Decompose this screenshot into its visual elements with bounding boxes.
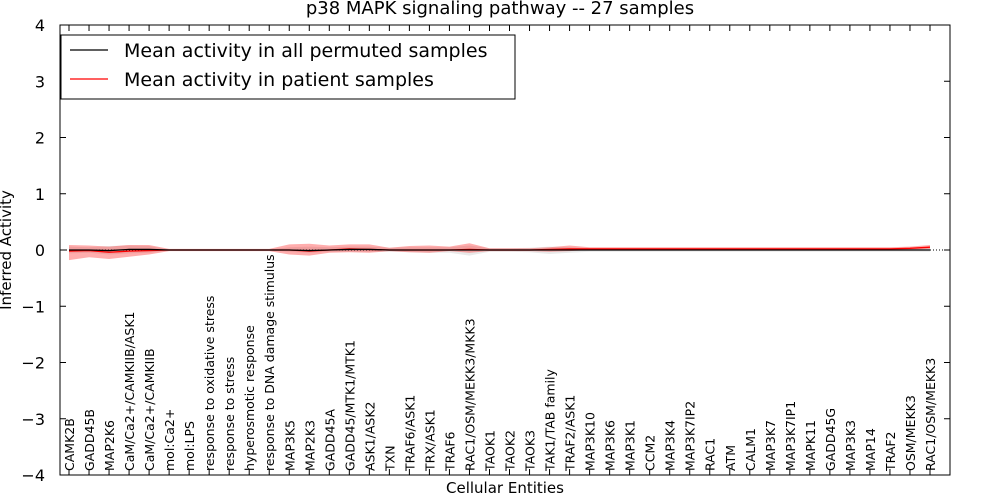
x-tick-label: MAP3K7IP1 bbox=[783, 401, 798, 471]
y-axis-ticks: −4 −3 −2 −1 0 1 2 3 4 bbox=[21, 16, 950, 485]
x-tick-label: GADD45B bbox=[82, 409, 97, 471]
series-line-permuted bbox=[69, 248, 930, 252]
x-tick-label: RAC1/OSM/MEKK3/MKK3 bbox=[462, 318, 477, 471]
x-tick-label: MAP2K6 bbox=[102, 420, 117, 471]
x-tick-label: TRAF2 bbox=[883, 431, 898, 472]
x-tick-label: GADD45G bbox=[823, 408, 838, 471]
x-tick-label: MAP3K3 bbox=[843, 420, 858, 471]
x-tick-label: MAP3K7 bbox=[763, 420, 778, 471]
x-tick-label: MAP3K6 bbox=[603, 420, 618, 471]
y-tick-label: 3 bbox=[35, 72, 45, 91]
y-tick-label: 1 bbox=[35, 185, 45, 204]
x-tick-label: OSM/MEKK3 bbox=[903, 395, 918, 471]
series-lines bbox=[68, 246, 931, 253]
y-tick-label: 2 bbox=[35, 129, 45, 148]
x-tick-label: RAC1/OSM/MEKK3 bbox=[923, 358, 938, 471]
x-tick-label: MAP14 bbox=[863, 428, 878, 471]
x-tick-label: GADD45A bbox=[322, 409, 337, 471]
x-axis-ticks: CAMK2B GADD45B MAP2K6 CaM/Ca2+/CAMKIIB/ASK1… bbox=[62, 25, 938, 475]
y-tick-label: −4 bbox=[21, 466, 45, 485]
x-tick-label: MAP2K3 bbox=[302, 420, 317, 471]
x-tick-label: TRX/ASK1 bbox=[422, 409, 437, 472]
x-tick-label: MAPK11 bbox=[803, 420, 818, 471]
y-axis-label: Inferred Activity bbox=[0, 190, 15, 310]
x-tick-label: TRAF6 bbox=[442, 431, 457, 472]
x-tick-label: response to oxidative stress bbox=[202, 296, 217, 471]
x-tick-label: MAP3K10 bbox=[583, 412, 598, 471]
x-tick-label: MAP3K5 bbox=[282, 420, 297, 471]
x-tick-label: mol:Ca2+ bbox=[162, 409, 177, 471]
x-tick-label: mol:LPS bbox=[182, 421, 197, 471]
x-tick-label: MAP3K7IP2 bbox=[683, 401, 698, 471]
x-axis-label: Cellular Entities bbox=[446, 479, 564, 497]
x-tick-label: response to stress bbox=[222, 357, 237, 471]
x-tick-label: ATM bbox=[723, 445, 738, 471]
x-tick-label: RAC1 bbox=[703, 438, 718, 471]
x-tick-label: TAOK1 bbox=[482, 430, 497, 472]
x-tick-label: TAOK3 bbox=[523, 430, 538, 472]
x-tick-label: MAP3K1 bbox=[623, 420, 638, 471]
x-tick-label: CaM/Ca2+/CAMKIIB bbox=[142, 348, 157, 471]
chart-title: p38 MAPK signaling pathway -- 27 samples bbox=[306, 0, 694, 19]
confidence-bands bbox=[60, 243, 950, 261]
legend-box bbox=[60, 34, 516, 100]
x-tick-label: CaM/Ca2+/CAMKIIB/ASK1 bbox=[122, 312, 137, 471]
legend-label-permuted: Mean activity in all permuted samples bbox=[124, 40, 487, 62]
y-tick-label: −3 bbox=[21, 410, 45, 429]
x-tick-label: ASK1/ASK2 bbox=[362, 402, 377, 471]
x-tick-label: TAK1/TAB family bbox=[543, 368, 558, 472]
legend: Mean activity in all permuted samples Me… bbox=[60, 34, 516, 100]
x-tick-label: TXN bbox=[382, 445, 397, 472]
band-patient bbox=[69, 243, 930, 261]
x-tick-label: CALM1 bbox=[743, 428, 758, 471]
x-tick-label: CAMK2B bbox=[62, 418, 77, 471]
x-tick-label: response to DNA damage stimulus bbox=[262, 254, 277, 471]
x-tick-label: TAOK2 bbox=[503, 430, 518, 472]
x-tick-label: TRAF2/ASK1 bbox=[563, 395, 578, 472]
x-tick-label: CCM2 bbox=[643, 435, 658, 471]
plot-frame bbox=[59, 24, 951, 476]
x-tick-label: MAP3K4 bbox=[663, 420, 678, 471]
x-tick-label: hyperosmotic response bbox=[242, 325, 257, 471]
y-tick-label: −2 bbox=[21, 354, 45, 373]
x-tick-label: TRAF6/ASK1 bbox=[402, 395, 417, 472]
y-tick-label: 0 bbox=[35, 241, 45, 260]
y-tick-label: −1 bbox=[21, 297, 45, 316]
x-tick-label: GADD45/MTK1/MTK1 bbox=[342, 340, 357, 471]
y-tick-label: 4 bbox=[35, 16, 45, 35]
legend-label-patient: Mean activity in patient samples bbox=[124, 69, 434, 91]
